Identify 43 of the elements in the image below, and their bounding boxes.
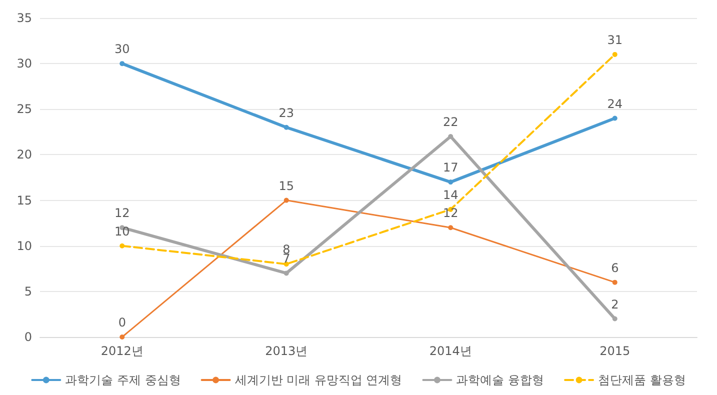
point (612, 52, 618, 57)
y-tick-label: 35 (16, 11, 32, 25)
data-label: 22 (442, 114, 458, 129)
point (448, 134, 454, 139)
point (612, 316, 618, 322)
x-tick-label: 2014년 (429, 344, 472, 358)
point (612, 116, 618, 121)
y-tick-label: 5 (24, 284, 32, 298)
y-tick-label: 15 (16, 193, 32, 208)
data-label: 2 (611, 297, 619, 312)
legend-label: 첨단제품 활용형 (598, 373, 686, 387)
data-label: 14 (442, 188, 458, 202)
data-label: 23 (278, 106, 294, 120)
legend-label: 과학예술 융합형 (456, 373, 544, 387)
data-label: 24 (607, 96, 623, 111)
y-tick-label: 10 (16, 238, 32, 253)
legend-label: 과학기술 주제 중심형 (65, 373, 181, 387)
point (448, 225, 454, 230)
y-tick-label: 0 (24, 330, 32, 344)
point (284, 198, 289, 203)
data-label: 6 (611, 260, 619, 275)
point (120, 61, 125, 66)
data-label: 31 (607, 32, 623, 47)
x-tick-label: 2015 (600, 344, 630, 358)
point (612, 280, 618, 285)
legend-label: 세계기반 미래 유망직업 연계형 (234, 373, 402, 387)
y-tick-label: 25 (16, 102, 32, 116)
point (120, 243, 125, 248)
y-tick-label: 30 (16, 56, 32, 71)
point (120, 334, 125, 340)
y-tick-label: 20 (16, 148, 32, 162)
data-label: 15 (278, 178, 294, 193)
data-label: 0 (118, 316, 126, 330)
point (284, 124, 289, 130)
data-label: 12 (114, 206, 130, 220)
point (448, 180, 454, 185)
data-label: 10 (114, 224, 130, 238)
x-tick-label: 2013년 (265, 344, 308, 358)
point (284, 270, 289, 276)
data-label: 30 (114, 42, 130, 56)
data-label: 12 (442, 206, 458, 220)
data-label: 17 (442, 160, 458, 175)
x-tick-label: 2012년 (100, 344, 144, 358)
